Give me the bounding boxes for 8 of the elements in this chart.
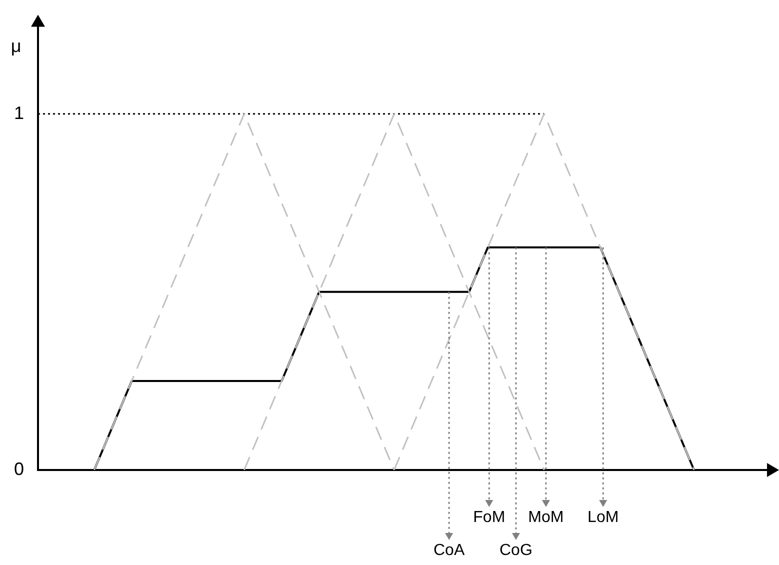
y-tick-label: 0 [14, 458, 24, 479]
y-tick-label: 1 [14, 102, 24, 123]
y-axis-title: μ [10, 36, 22, 57]
text: CoG [500, 542, 532, 560]
text: LoM [588, 509, 619, 527]
text: CoA [433, 542, 465, 560]
text: FoM [473, 509, 506, 527]
text: MoM [528, 509, 564, 527]
